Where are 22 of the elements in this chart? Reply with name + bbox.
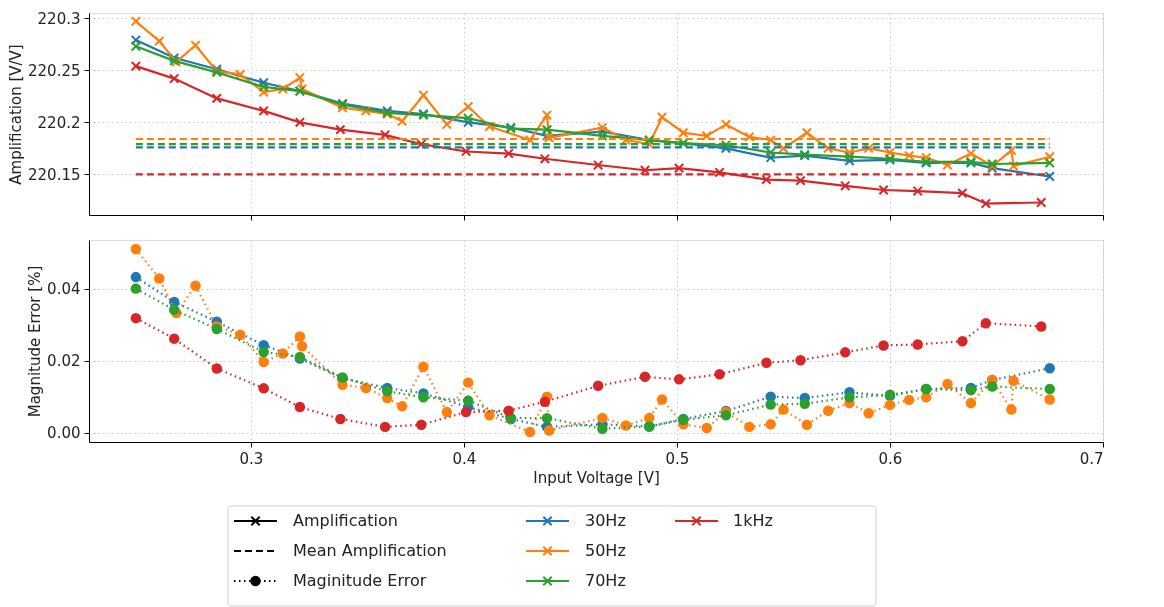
- x-tick-label: 0.7: [1079, 449, 1104, 468]
- y-axis-title: Amplification [V/V]: [7, 44, 26, 185]
- legend-label: 1kHz: [733, 511, 773, 530]
- text: Maginitude Error: [293, 571, 427, 590]
- y-tick-label: 0.04: [47, 280, 81, 299]
- y-axis-title: Magnitude Error [%]: [26, 265, 45, 418]
- y-tick-label: 0.00: [47, 424, 81, 443]
- y-tick-label: 220.15: [28, 165, 81, 184]
- legend-label: 70Hz: [585, 571, 626, 590]
- text: Amplification: [293, 511, 398, 530]
- x-tick-label: 0.6: [878, 449, 903, 468]
- x-axis-title: Input Voltage [V]: [533, 468, 660, 487]
- y-tick-label: 220.25: [28, 61, 81, 80]
- y-tick-label: 220.2: [37, 113, 81, 132]
- x-tick-label: 0.4: [452, 449, 477, 468]
- x-tick-label: 0.5: [665, 449, 690, 468]
- y-tick-label: 0.02: [47, 352, 81, 371]
- legend-label: 50Hz: [585, 541, 626, 560]
- y-tick-label: 220.3: [37, 9, 81, 28]
- x-tick-label: 0.3: [239, 449, 264, 468]
- text: Mean Amplification: [293, 541, 447, 560]
- legend-label: 30Hz: [585, 511, 626, 530]
